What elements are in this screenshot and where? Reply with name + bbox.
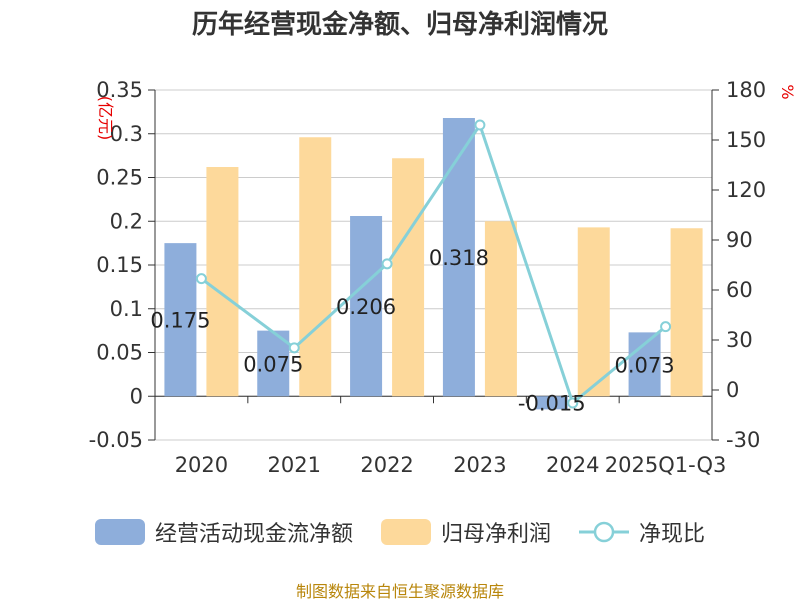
bar-netprofit [392, 158, 425, 397]
chart-title: 历年经营现金净额、归母净利润情况 [191, 10, 608, 40]
ratio-point [567, 397, 579, 409]
ratio-point [474, 119, 486, 131]
legend-swatch-netprofit [380, 519, 431, 545]
left-axis-tick-label: 0.15 [96, 253, 143, 277]
bar-cashflow [442, 118, 475, 397]
left-axis-tick-label: 0.05 [96, 341, 143, 365]
legend-item-netprofit[interactable]: 归母净利润 [380, 516, 551, 548]
bar-netprofit [577, 227, 610, 397]
data-label-cashflow: 0.206 [336, 295, 396, 319]
legend-item-cashflow[interactable]: 经营活动现金流净额 [94, 516, 353, 548]
x-axis-tick-label: 2020 [175, 453, 228, 477]
ratio-point [195, 273, 207, 285]
x-axis-tick-label: 2021 [268, 453, 321, 477]
legend: 经营活动现金流净额 归母净利润 净现比 [0, 516, 800, 548]
legend-label-netprofit: 归母净利润 [440, 522, 551, 547]
legend-line-marker-icon [579, 521, 629, 543]
legend-label-ratio: 净现比 [639, 522, 706, 547]
ratio-point [381, 258, 393, 270]
left-axis-tick-label: 0.2 [110, 209, 143, 233]
legend-label-cashflow: 经营活动现金流净额 [154, 522, 353, 547]
bar-netprofit [299, 137, 332, 397]
x-axis-tick-label: 2025Q1-Q3 [605, 453, 727, 477]
right-axis-tick-label: 30 [726, 328, 753, 352]
data-label-cashflow: -0.015 [518, 391, 586, 415]
data-label-cashflow: 0.073 [615, 353, 675, 377]
right-axis-tick-label: 60 [726, 278, 753, 302]
bar-cashflow [164, 243, 197, 397]
left-axis-tick-label: 0 [130, 384, 143, 408]
bar-netprofit [670, 228, 703, 397]
x-axis-tick-label: 2022 [360, 453, 413, 477]
bar-cashflow [350, 216, 383, 397]
x-axis-tick-label: 2023 [453, 453, 506, 477]
right-axis-tick-label: 0 [726, 378, 739, 402]
right-axis-label: % [778, 84, 797, 99]
ratio-point [660, 321, 672, 333]
right-axis-tick-label: -30 [726, 428, 760, 452]
data-label-cashflow: 0.175 [150, 309, 210, 333]
left-axis-tick-label: 0.1 [110, 297, 143, 321]
right-axis-tick-label: 180 [726, 78, 766, 102]
left-axis-tick-label: 0.3 [110, 122, 143, 146]
right-axis-tick-label: 120 [726, 178, 766, 202]
x-axis-tick-label: 2024 [546, 453, 599, 477]
data-label-cashflow: 0.075 [243, 352, 303, 376]
ratio-line [200, 121, 667, 406]
source-note: 制图数据来自恒生聚源数据库 [295, 582, 504, 601]
bar-netprofit [206, 167, 239, 397]
left-axis-label: (亿元) [96, 96, 115, 141]
legend-item-ratio[interactable]: 净现比 [579, 516, 705, 548]
right-axis-tick-label: 150 [726, 128, 766, 152]
left-axis-tick-label: -0.05 [89, 428, 143, 452]
bar-cashflow [535, 396, 568, 410]
data-label-cashflow: 0.318 [429, 246, 489, 270]
ratio-point [288, 342, 300, 354]
bar-netprofit [484, 221, 517, 397]
right-axis-tick-label: 90 [726, 228, 753, 252]
left-axis-tick-label: 0.25 [96, 166, 143, 190]
left-axis-tick-label: 0.35 [96, 78, 143, 102]
legend-swatch-cashflow [94, 519, 145, 545]
